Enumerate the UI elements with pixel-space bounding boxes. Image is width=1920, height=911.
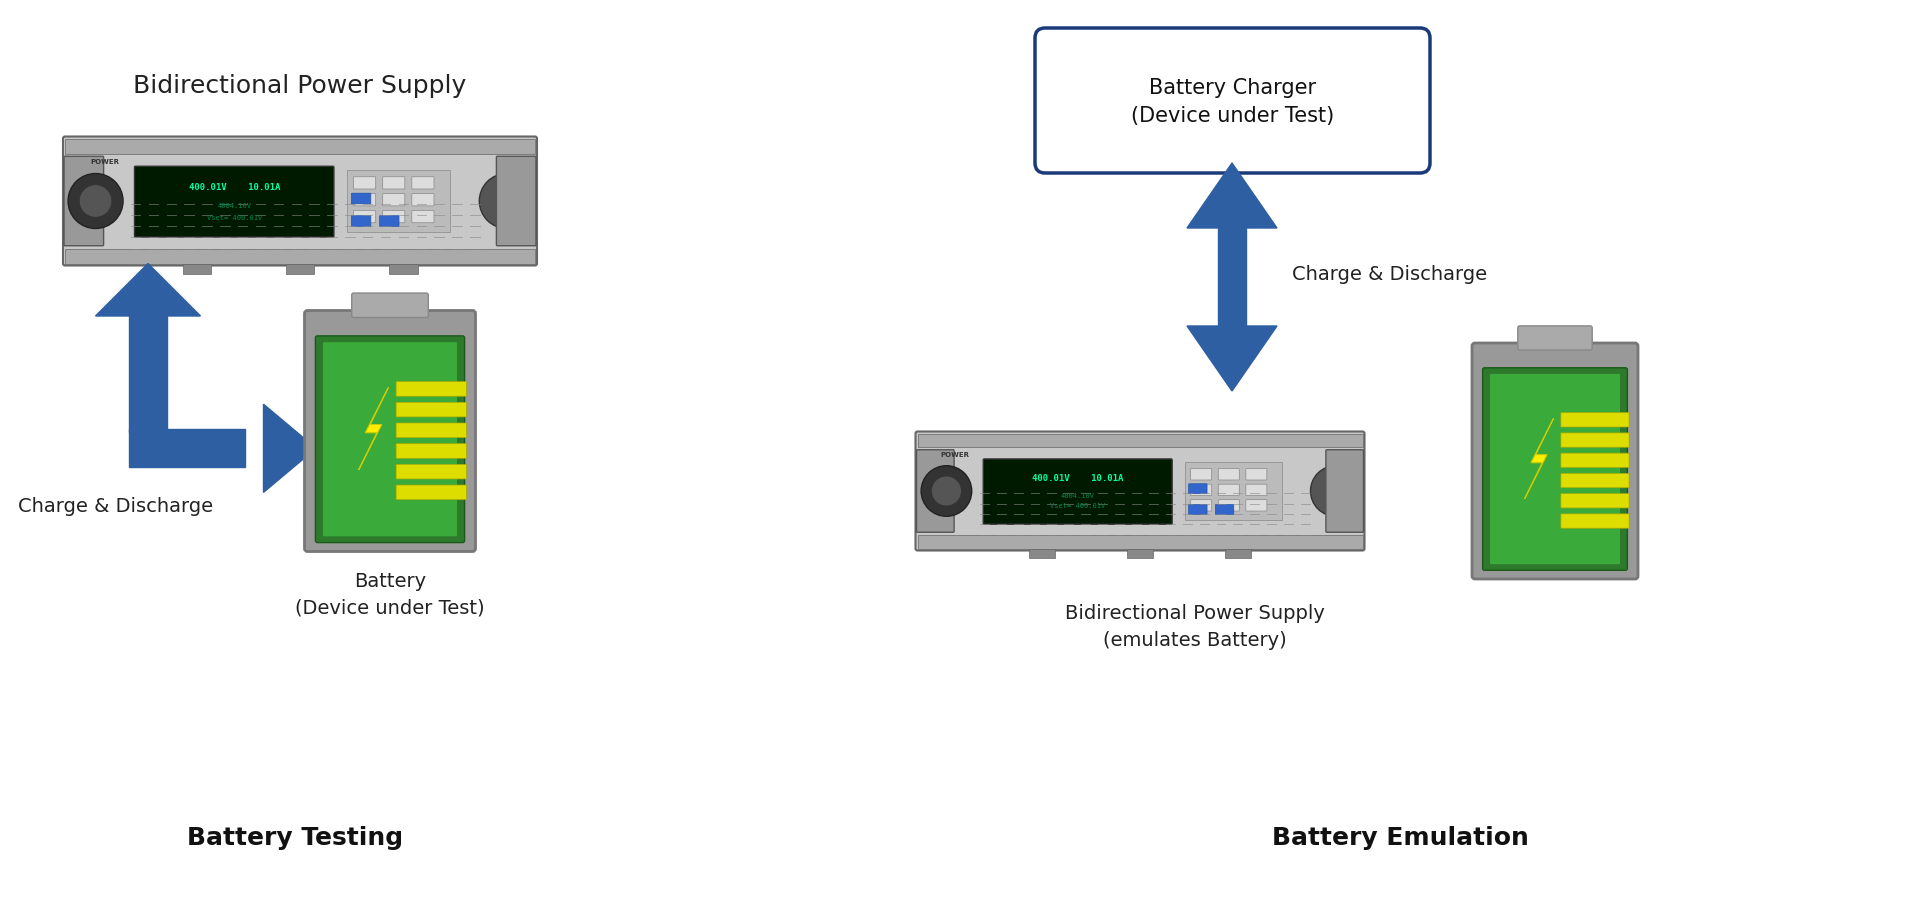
FancyBboxPatch shape [1327,450,1363,533]
Bar [286,264,315,274]
FancyBboxPatch shape [1190,500,1212,511]
FancyBboxPatch shape [1219,500,1238,511]
Bar [1029,549,1056,558]
Text: 400.01V    10.01A: 400.01V 10.01A [1033,474,1123,483]
FancyBboxPatch shape [396,465,467,479]
Bar [1185,463,1283,520]
Bar [918,434,1363,448]
FancyBboxPatch shape [323,343,457,537]
FancyBboxPatch shape [396,445,467,459]
Text: POWER: POWER [90,159,119,165]
FancyBboxPatch shape [411,178,434,189]
FancyBboxPatch shape [63,138,538,266]
Circle shape [67,174,123,230]
FancyBboxPatch shape [1246,500,1267,511]
FancyBboxPatch shape [1035,29,1430,174]
FancyBboxPatch shape [382,178,405,189]
Circle shape [480,174,534,230]
Text: Charge & Discharge: Charge & Discharge [17,496,213,516]
FancyBboxPatch shape [1219,469,1238,480]
Circle shape [1311,466,1361,517]
FancyBboxPatch shape [353,178,376,189]
FancyBboxPatch shape [351,217,371,227]
Bar [390,264,417,274]
Bar [129,317,167,432]
FancyBboxPatch shape [63,157,104,247]
FancyBboxPatch shape [1215,505,1235,515]
Bar [182,264,211,274]
Text: Vset= 400.01V: Vset= 400.01V [1050,503,1106,509]
Circle shape [931,476,962,507]
Bar [1127,549,1154,558]
Text: Vset= 400.01V: Vset= 400.01V [207,214,261,220]
Text: Battery Emulation: Battery Emulation [1271,825,1528,849]
Text: Battery
(Device under Test): Battery (Device under Test) [296,571,486,617]
FancyBboxPatch shape [380,217,399,227]
FancyBboxPatch shape [396,403,467,417]
FancyBboxPatch shape [1188,505,1208,515]
FancyBboxPatch shape [1246,485,1267,496]
FancyBboxPatch shape [411,211,434,223]
FancyBboxPatch shape [916,450,954,533]
Text: 4004.10V: 4004.10V [217,203,252,209]
FancyBboxPatch shape [1561,434,1628,447]
FancyBboxPatch shape [983,459,1171,525]
FancyBboxPatch shape [382,211,405,223]
FancyBboxPatch shape [382,194,405,207]
Polygon shape [1524,419,1553,499]
Text: Bidirectional Power Supply
(emulates Battery): Bidirectional Power Supply (emulates Bat… [1066,603,1325,649]
Polygon shape [263,404,317,493]
FancyBboxPatch shape [1561,494,1628,508]
FancyBboxPatch shape [351,194,371,205]
FancyBboxPatch shape [396,383,467,397]
FancyBboxPatch shape [1190,469,1212,480]
Bar [348,170,451,233]
Text: Battery Charger
(Device under Test): Battery Charger (Device under Test) [1131,77,1334,126]
Text: Bidirectional Power Supply: Bidirectional Power Supply [132,74,467,97]
FancyBboxPatch shape [1482,368,1628,570]
FancyBboxPatch shape [396,424,467,438]
FancyBboxPatch shape [1219,485,1238,496]
FancyBboxPatch shape [916,432,1365,551]
FancyBboxPatch shape [351,293,428,318]
Bar [918,535,1363,549]
Polygon shape [1187,327,1277,392]
Polygon shape [96,264,200,317]
Bar [65,250,536,264]
FancyBboxPatch shape [1490,374,1620,565]
FancyBboxPatch shape [1246,469,1267,480]
Bar [1217,229,1246,327]
FancyBboxPatch shape [411,194,434,207]
Bar [65,139,536,154]
FancyBboxPatch shape [1190,485,1212,496]
Bar [129,430,244,467]
Polygon shape [1187,164,1277,229]
FancyBboxPatch shape [353,194,376,207]
Text: POWER: POWER [941,452,970,457]
FancyBboxPatch shape [396,486,467,500]
Polygon shape [359,388,388,470]
FancyBboxPatch shape [1561,414,1628,427]
Bar [1225,549,1252,558]
Circle shape [79,186,111,218]
FancyBboxPatch shape [1561,474,1628,488]
FancyBboxPatch shape [353,211,376,223]
Text: 4004.10V: 4004.10V [1060,492,1094,498]
FancyBboxPatch shape [1473,343,1638,579]
FancyBboxPatch shape [315,336,465,543]
Circle shape [922,466,972,517]
FancyBboxPatch shape [1561,454,1628,468]
FancyBboxPatch shape [497,157,536,247]
FancyBboxPatch shape [1561,515,1628,528]
FancyBboxPatch shape [1188,485,1208,494]
Text: Charge & Discharge: Charge & Discharge [1292,264,1488,283]
FancyBboxPatch shape [305,312,476,552]
Text: 400.01V    10.01A: 400.01V 10.01A [188,183,280,192]
FancyBboxPatch shape [134,167,334,238]
FancyBboxPatch shape [1519,326,1592,351]
Text: Battery Testing: Battery Testing [186,825,403,849]
